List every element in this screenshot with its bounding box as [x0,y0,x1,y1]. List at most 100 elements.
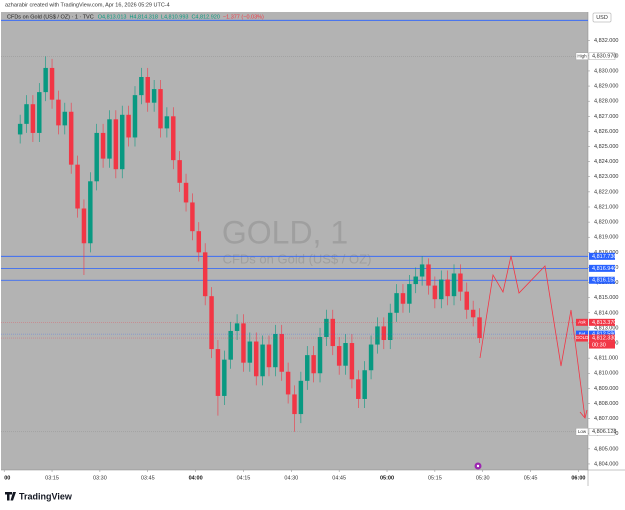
y-tick-label: 4,805.000 [594,446,618,452]
currency-box [592,12,612,23]
legend-symbol: CFDs on Gold (US$ / OZ) · 1 · TVC [7,14,94,20]
candle-body [317,336,323,374]
price-tag-label: 4,812.330 [592,335,616,341]
candle-body [151,89,157,103]
event-icon-dot [476,464,480,468]
y-tick-label: 4,827.000 [594,114,618,120]
countdown-box [589,341,615,349]
currency: USD [596,15,608,21]
candle-body [375,326,380,345]
hline-tag-label: 4,817.736 [592,254,616,260]
x-tick-label: 05:45 [524,475,538,481]
candle-body [196,231,202,253]
candle-body [17,123,23,135]
price-tag-name-box [575,428,589,436]
y-tick-label: 4,824.000 [594,159,618,165]
y-tick-label: 4,808.000 [594,401,618,407]
candle-body [279,333,284,372]
y-tick-label: 4,818.000 [594,250,618,256]
candle-body [477,317,482,339]
y-tick-label: 4,815.000 [594,295,618,301]
legend-value: H4,814.318 [129,14,157,20]
candle-body [368,344,374,371]
candle-body [260,344,265,377]
header-text: azharabir created with TradingView.com, … [5,2,170,8]
y-tick-label: 4,813.000 [594,325,618,331]
candle-body [241,323,246,363]
y-tick-label: 4,829.000 [594,84,618,90]
legend-value: O4,813.013 [98,14,127,20]
x-tick-label: 03:45 [141,475,155,481]
price-tag-label: 4,813.370 [592,320,616,326]
candle-body [458,273,463,292]
candle-body [228,330,233,360]
candle-body [183,182,189,203]
candle-body [56,99,61,126]
y-tick-label: 4,830.000 [594,68,618,74]
y-tick-label: 4,819.000 [594,235,618,241]
x-tick-label: 00 [4,475,10,481]
price-tag-label: 4,806.128 [592,429,616,435]
brand-name: TradingView [19,491,73,501]
y-tick-label: 4,807.000 [594,416,618,422]
brand-logo [5,492,16,501]
y-tick-label: 4,811.000 [594,356,618,362]
x-tick-label: 04:45 [332,475,346,481]
price-tag-box [588,52,616,60]
candle-body [426,264,431,286]
candle-body [253,341,259,377]
y-tick-label: 4,804.000 [594,461,618,467]
y-tick-label: 4,814.000 [594,310,618,316]
candle-body [107,119,112,159]
y-tick-label: 4,828.000 [594,99,618,105]
candle-body [222,359,227,396]
hline-tag [589,276,615,284]
candle-body [43,67,48,93]
y-tick-label: 4,832.000 [594,38,618,44]
legend-value: C4,812.920 [191,14,219,20]
y-tick-label: 4,809.000 [594,386,618,392]
x-tick-label: 04:00 [189,475,203,481]
x-tick-label: 06:00 [571,475,585,481]
candle-body [164,116,170,129]
candle-body [209,296,214,350]
candle-body [126,114,131,138]
candle-body [285,371,291,395]
hline-tag [589,252,615,260]
watermark-subtitle: CFDs on Gold (US$ / OZ) [223,251,372,266]
candle-body [158,89,163,129]
price-axis [588,12,625,470]
candle-body [145,76,150,103]
candle-body [349,343,355,380]
y-tick-label: 4,810.000 [594,371,618,377]
candle-body [400,293,406,304]
candle-body [234,323,240,331]
candle-body [305,355,310,381]
x-tick-label: 04:30 [284,475,298,481]
candle-body [62,111,68,126]
candle-body [330,318,336,347]
price-tag-name: Ask [578,320,586,325]
x-tick-label: 04:15 [237,475,251,481]
y-tick-label: 4,822.000 [594,189,618,195]
candle-body [451,273,457,297]
price-tag-name: High [577,53,587,58]
candle-body [94,132,99,182]
candle-body [75,164,80,209]
candle-body [49,67,55,100]
candle-body [190,202,195,232]
legend-value: L4,810.993 [161,14,189,20]
candle-body [311,355,316,374]
candle-body [132,95,138,138]
candle-body [324,318,329,337]
candle-body [413,276,418,285]
candle-body [432,285,438,300]
candle-body [81,208,87,244]
candle-body [171,116,176,161]
y-tick-label: 4,825.000 [594,144,618,150]
candle-body [273,333,278,368]
candle-body [407,284,412,304]
watermark: GOLD, 1 [222,214,348,250]
candle-body [343,343,348,366]
